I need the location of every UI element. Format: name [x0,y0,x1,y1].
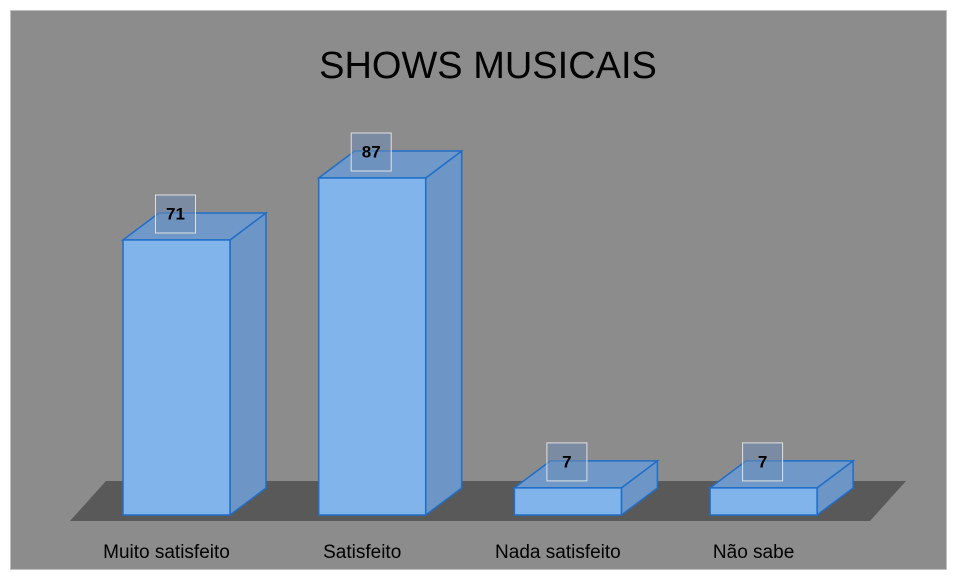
bar [513,487,623,516]
x-tick-label: Muito satisfeito [103,542,230,563]
bar [122,239,231,516]
value-label: 71 [166,204,185,223]
value-label-box [350,132,392,172]
value-label-box [155,194,196,234]
value-label: 7 [562,452,571,471]
bar [709,487,818,516]
value-label: 87 [362,142,381,161]
x-tick-label: Satisfeito [323,542,401,563]
x-tick-label: Nada satisfeito [495,542,621,563]
bar-side [424,149,463,517]
chart-title: SHOWS MUSICAIS [319,45,657,87]
bar-side [229,211,267,517]
value-label-box [546,442,588,482]
value-label-box [742,442,784,482]
x-tick-label: Não sabe [713,542,794,563]
bar [317,177,427,516]
floor [70,481,906,521]
value-label: 7 [758,452,767,471]
